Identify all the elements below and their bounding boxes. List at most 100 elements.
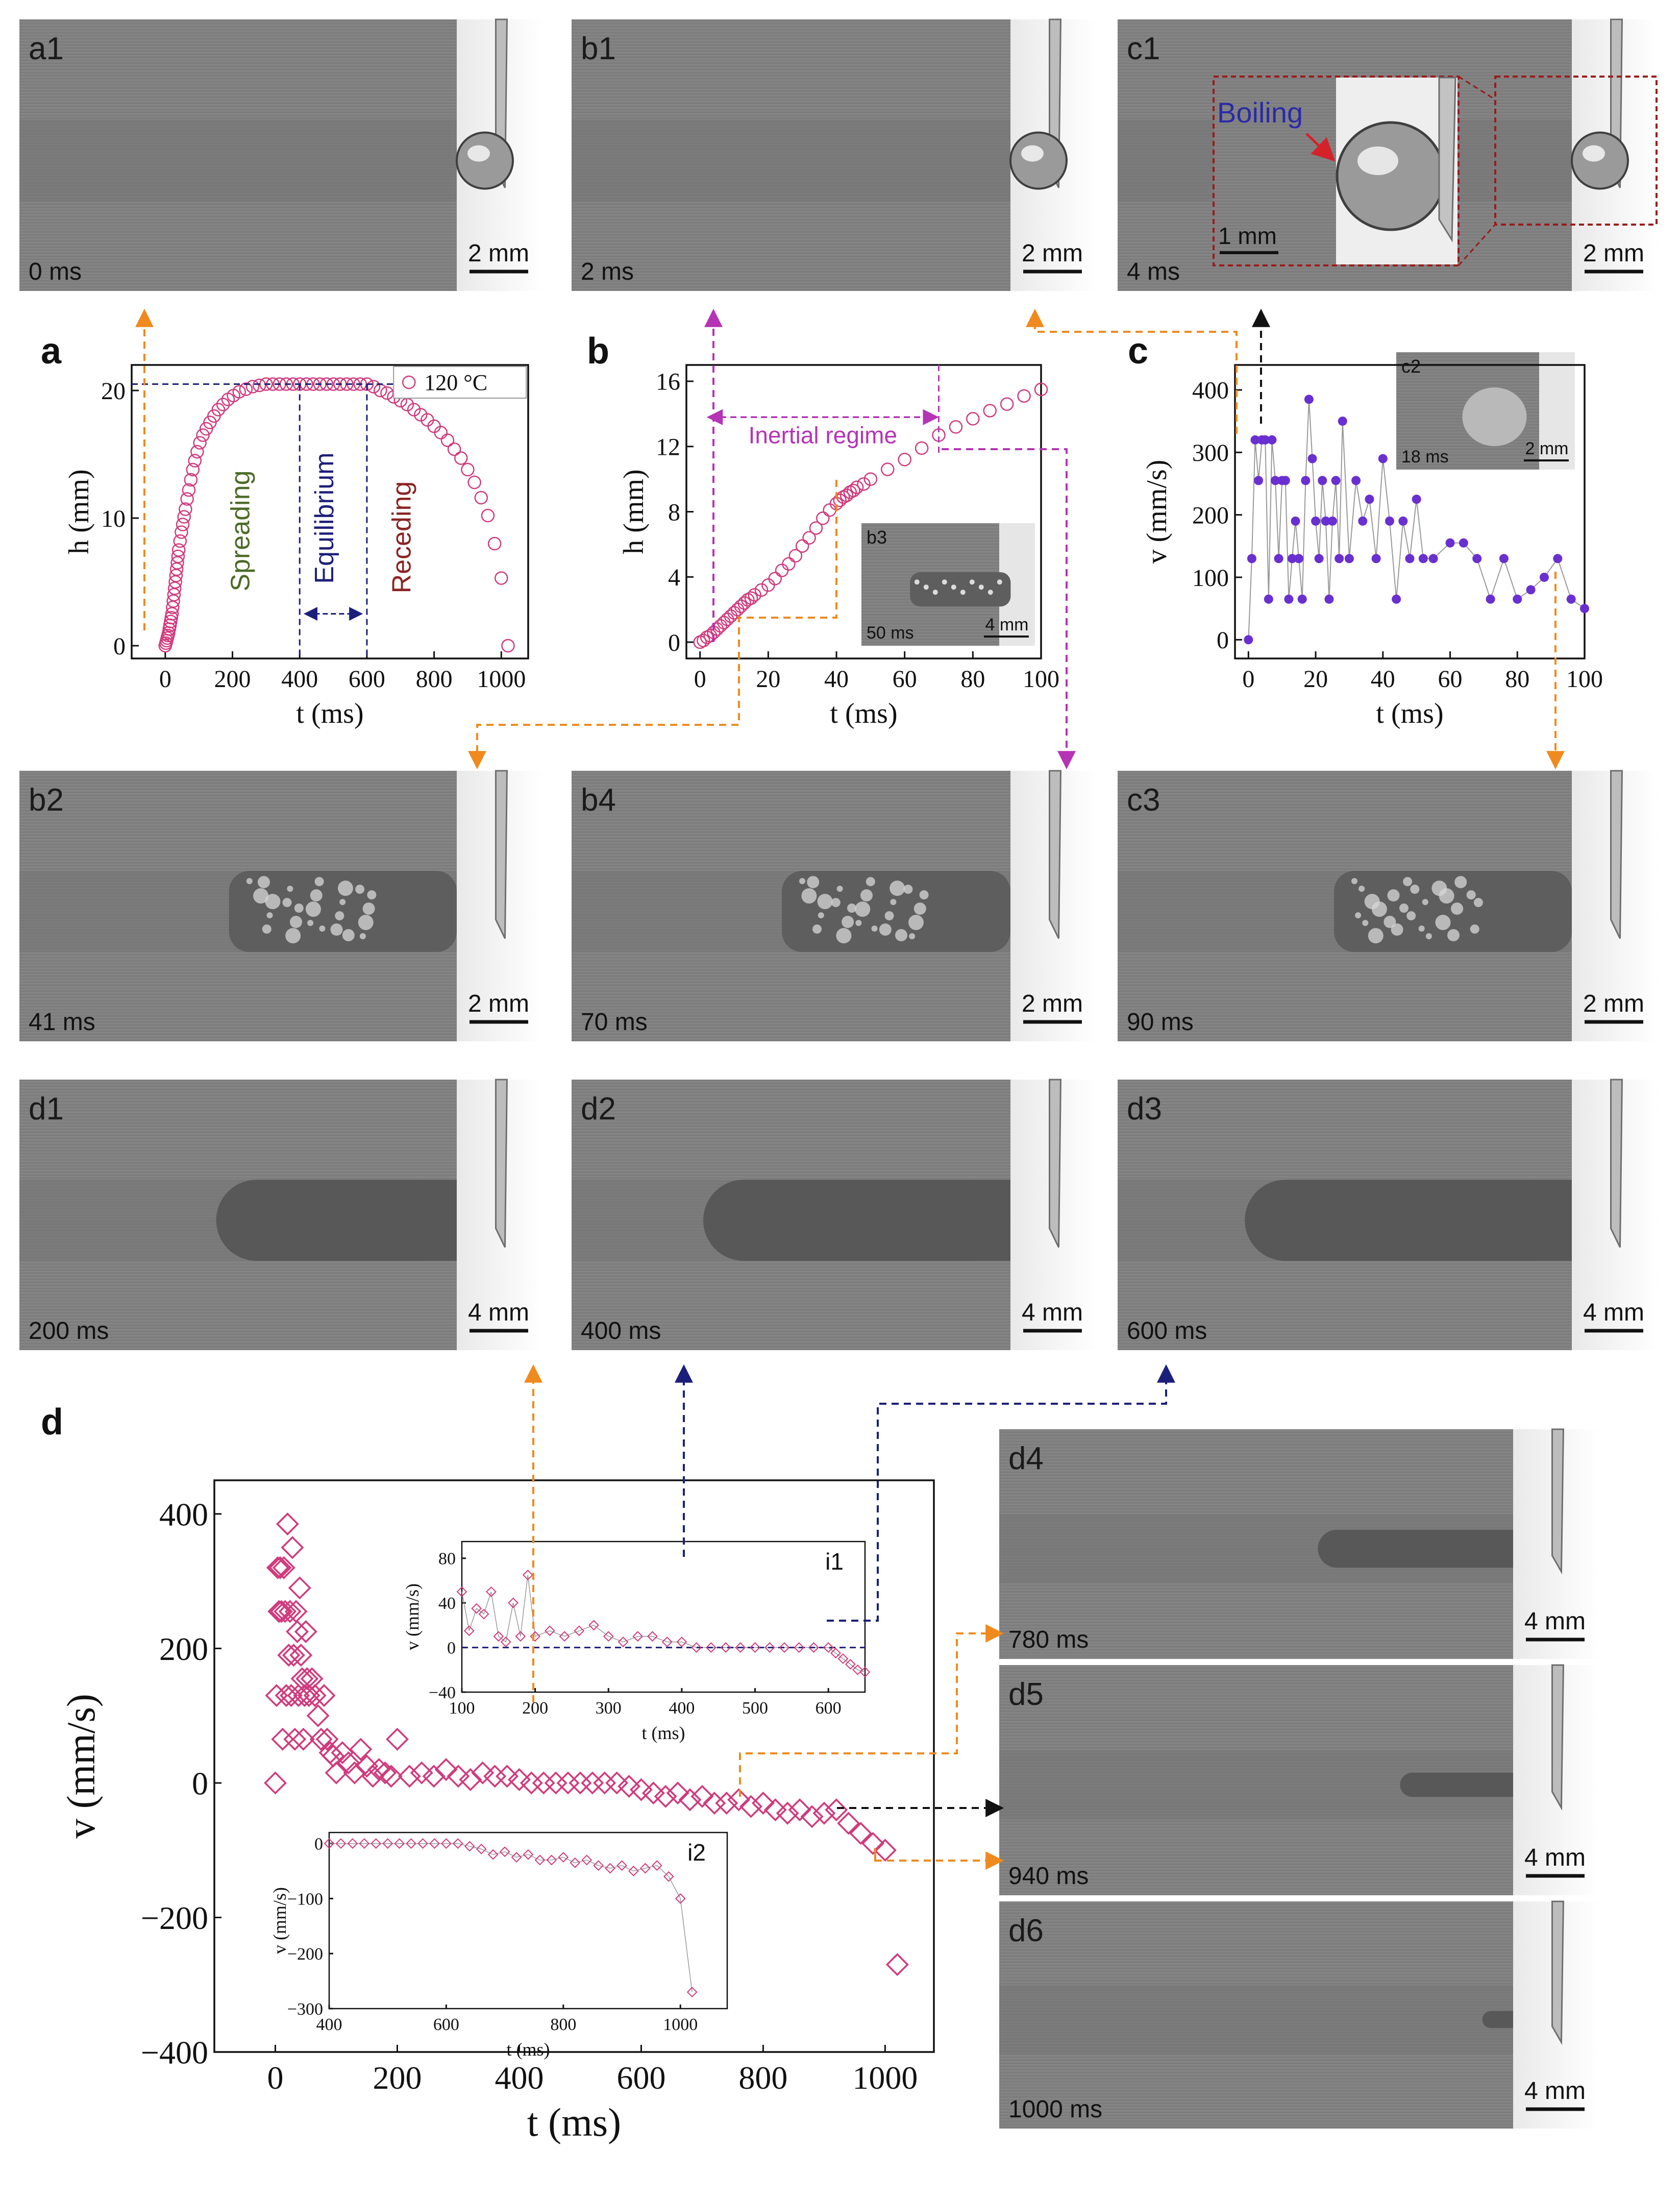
data-point — [500, 1636, 511, 1648]
needle-icon — [1610, 1079, 1623, 1248]
data-point — [705, 1642, 717, 1653]
y-axis-label: v (mm/s) — [1141, 460, 1173, 564]
y-tick-label: 0 — [1217, 627, 1229, 654]
data-point — [850, 480, 864, 494]
boiling-arrow — [1305, 133, 1336, 162]
data-point — [278, 1600, 302, 1623]
data-point — [739, 1795, 763, 1818]
data-point — [170, 556, 184, 570]
liquid-film-edge — [1531, 1180, 1572, 1261]
data-point — [788, 549, 803, 563]
photo-panel-d6: d6 1000 ms 4 mm — [999, 1900, 1600, 2129]
droplet-highlight — [1021, 145, 1044, 162]
bubble-speck — [866, 877, 875, 887]
x-tick-label: 800 — [738, 2060, 787, 2096]
data-point — [730, 602, 745, 617]
data-point — [724, 609, 738, 623]
inset-label: b3 — [867, 527, 887, 548]
data-point — [556, 1771, 580, 1795]
droplet-highlight — [1583, 145, 1605, 162]
data-point — [467, 475, 481, 490]
x-tick-label: 40 — [824, 666, 849, 693]
inset-c2: c2 18 ms 2 mm — [1396, 352, 1575, 470]
bubble-speck — [987, 590, 993, 595]
data-point — [184, 473, 198, 487]
panel-label: b4 — [581, 783, 616, 818]
droplet-icon — [1009, 131, 1068, 190]
arrow-d-to-d6b — [874, 1848, 1004, 1870]
photo-panel-b4: b4 70 ms 2 mm — [572, 770, 1097, 1041]
bubble-speck — [314, 877, 324, 887]
data-point — [196, 428, 210, 442]
bubble-speck — [978, 584, 984, 590]
legend-box — [393, 366, 527, 399]
bubble-speck — [359, 933, 366, 940]
x-tick-label: 20 — [1303, 666, 1328, 693]
x-tick-label: 20 — [756, 666, 780, 693]
bubble-speck — [1425, 933, 1432, 940]
data-point — [823, 1642, 834, 1653]
data-point — [1385, 516, 1394, 526]
bubble-speck — [355, 885, 365, 894]
y-tick-label: 8 — [668, 499, 680, 526]
bubble-speck — [807, 876, 820, 889]
x-tick-label: 600 — [616, 2060, 665, 2096]
bubble-speck — [289, 916, 302, 929]
data-point — [654, 1785, 677, 1808]
bubble-speck — [1403, 877, 1413, 887]
bubble-speck — [1451, 902, 1464, 915]
bubble-speck — [1383, 916, 1396, 929]
data-point — [499, 1846, 510, 1858]
panel-letter: a — [41, 331, 62, 372]
data-point — [569, 1771, 592, 1795]
data-point — [495, 571, 508, 585]
data-point — [447, 442, 461, 456]
data-point — [347, 1838, 358, 1849]
x-tick-label: 200 — [214, 666, 251, 693]
data-point — [863, 472, 878, 486]
substrate-band — [999, 1985, 1513, 2054]
panel-label: d1 — [29, 1091, 64, 1127]
data-point — [496, 1765, 519, 1788]
photo-panel-d5: d5 940 ms 4 mm — [999, 1664, 1600, 1895]
data-point — [291, 1727, 315, 1751]
panel-label: d2 — [581, 1091, 616, 1127]
zoom-connector — [1458, 76, 1496, 101]
data-point — [476, 1843, 487, 1854]
x-tick-label: 600 — [816, 1699, 842, 1718]
data-point — [1244, 635, 1253, 645]
data-point — [605, 1863, 616, 1874]
data-point — [1371, 554, 1381, 564]
inset-background — [462, 1542, 865, 1692]
data-point — [1338, 417, 1347, 426]
arrow-d-to-d4 — [739, 1624, 1004, 1797]
chart-i2: 400 600 800 1000 −300 −200 −100 0 t (ms) v (mm/s)… — [269, 1831, 728, 2060]
bubble-speck — [919, 890, 929, 900]
bubble-speck — [1368, 928, 1383, 944]
data-point — [297, 1684, 320, 1707]
x-tick-label: 400 — [281, 666, 318, 693]
data-point — [1314, 554, 1324, 564]
data-point — [522, 1570, 533, 1580]
bubble-speck — [1470, 924, 1479, 934]
data-point — [690, 1785, 714, 1808]
bubble-speck — [307, 920, 314, 926]
data-point — [603, 1631, 614, 1642]
y-tick-label: 100 — [1192, 565, 1229, 592]
arrow-d-to-d3 — [827, 1364, 1175, 1622]
y-tick-label: 12 — [656, 434, 680, 461]
data-point — [546, 1854, 557, 1866]
data-point — [898, 453, 911, 467]
bubble-speck — [285, 928, 301, 944]
bubble-speck — [1406, 911, 1416, 921]
bubble-speck — [1435, 915, 1451, 931]
x-tick-label: 600 — [433, 2015, 459, 2034]
data-point — [581, 1771, 604, 1795]
data-point — [559, 1631, 570, 1642]
x-tick-label: 600 — [349, 666, 385, 693]
x-axis-label: t (ms) — [642, 1723, 685, 1743]
data-point — [487, 536, 502, 551]
data-point — [588, 1620, 599, 1631]
plot-frame — [213, 1479, 935, 2053]
data-point — [605, 1771, 629, 1795]
